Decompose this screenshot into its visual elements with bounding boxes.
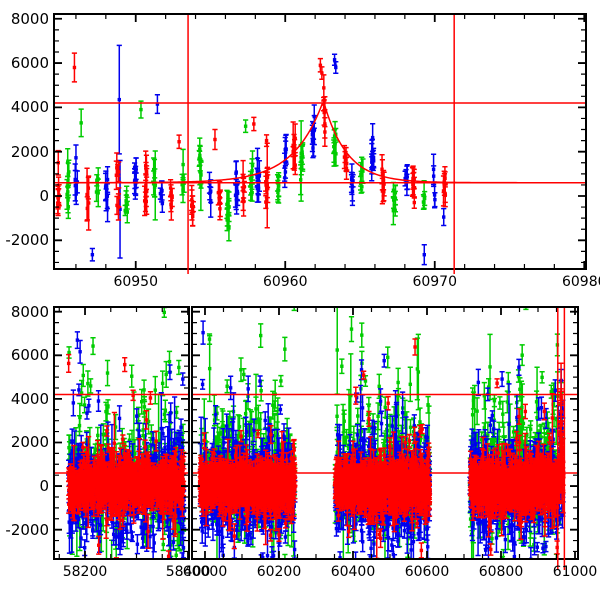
bottom-right-panel-plot xyxy=(193,308,577,572)
y-tick-label: 6000 xyxy=(10,54,49,73)
x-tick-label: 60950 xyxy=(113,274,158,290)
x-tick-label: 60980 xyxy=(561,274,600,290)
x-tick-label: 60970 xyxy=(412,274,458,290)
y-tick-label: 8000 xyxy=(10,9,49,28)
bottom-left-panel-plot xyxy=(55,308,188,572)
y-tick-label: -2000 xyxy=(5,520,49,539)
y-tick-label: 0 xyxy=(39,477,49,496)
y-tick-label: 2000 xyxy=(10,142,49,161)
y-tick-label: 2000 xyxy=(10,433,49,452)
x-tick-label: 60600 xyxy=(404,564,450,580)
y-tick-label: 4000 xyxy=(10,98,49,117)
x-tick-label: 60200 xyxy=(256,564,302,580)
x-tick-label: 60000 xyxy=(182,564,228,580)
y-tick-label: 0 xyxy=(39,186,49,205)
x-tick-label: 61000 xyxy=(552,564,598,580)
x-tick-label: 60960 xyxy=(262,274,308,290)
y-tick-label: 8000 xyxy=(10,302,49,321)
y-tick-label: 4000 xyxy=(10,389,49,408)
y-tick-label: -2000 xyxy=(5,231,49,250)
x-tick-label: 60800 xyxy=(478,564,524,580)
top-panel-plot xyxy=(55,15,585,282)
y-tick-label: 6000 xyxy=(10,346,49,365)
x-tick-label: 58200 xyxy=(62,564,108,580)
x-tick-label: 60400 xyxy=(330,564,376,580)
